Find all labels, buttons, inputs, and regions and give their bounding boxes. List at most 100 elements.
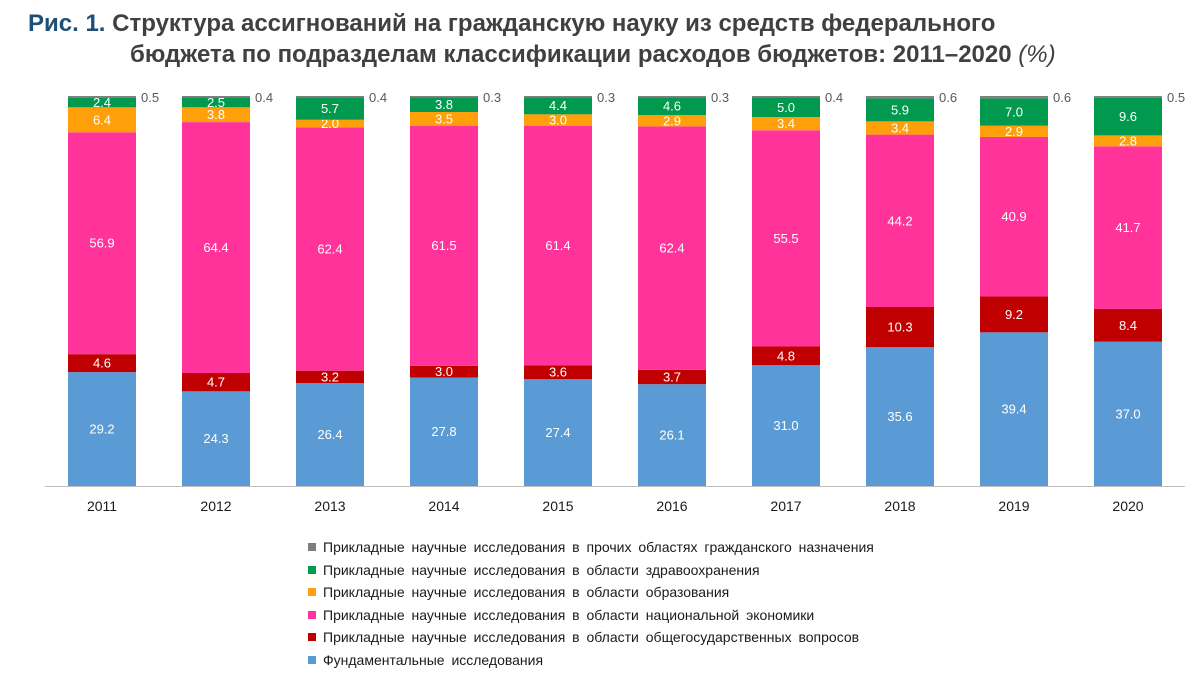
- data-label-2016-series-1: 26.1: [659, 428, 684, 443]
- bar-segment-2013-series-1: [296, 383, 364, 486]
- legend-item-4: Прикладные научные исследования в област…: [308, 604, 874, 627]
- data-label-2013-series-2: 3.2: [321, 369, 339, 384]
- bar-segment-2014-series-2: [410, 365, 478, 378]
- data-label-2011-series-2: 4.6: [93, 356, 111, 371]
- data-label-2013-series-3: 62.4: [317, 242, 342, 257]
- data-label-2020-series-1: 37.0: [1115, 406, 1140, 421]
- legend-swatch: [308, 610, 316, 619]
- bar-segment-2015-series-4: [524, 114, 592, 126]
- data-label-2017-series-4: 3.4: [777, 116, 795, 131]
- bar-segment-2017-series-5: [752, 97, 820, 118]
- bar-segment-2020-series-6: [1094, 96, 1162, 98]
- bar-segment-2016-series-6: [638, 96, 706, 98]
- data-label-2011-series-4: 6.4: [93, 112, 111, 127]
- data-label-2014-series-1: 27.8: [431, 424, 456, 439]
- bar-segment-2020-series-5: [1094, 97, 1162, 136]
- x-tick-label-2011: 2011: [87, 498, 117, 514]
- chart-legend: Прикладные научные исследования в прочих…: [308, 536, 874, 671]
- bar-segment-2016-series-2: [638, 369, 706, 385]
- bar-segment-2020-series-4: [1094, 135, 1162, 147]
- data-label-2018-series-3: 44.2: [887, 213, 912, 228]
- data-label-2013-series-1: 26.4: [317, 427, 342, 442]
- title-text-line-1: Структура ассигнований на гражданскую на…: [112, 10, 996, 37]
- data-label-2015-series-2: 3.6: [549, 365, 567, 380]
- data-label-2015-series-5: 4.4: [549, 98, 567, 113]
- bar-segment-2016-series-5: [638, 97, 706, 116]
- data-label-2019-series-1: 39.4: [1001, 402, 1026, 417]
- data-label-2018-series-2: 10.3: [887, 320, 912, 335]
- bar-segment-2014-series-5: [410, 97, 478, 113]
- data-label-2011-series-5: 2.4: [93, 95, 111, 110]
- bar-segment-2017-series-4: [752, 117, 820, 131]
- data-label-2018-series-4: 3.4: [891, 120, 909, 135]
- data-label-2018-series-5: 5.9: [891, 102, 909, 117]
- legend-item-3: Прикладные научные исследования в област…: [308, 581, 874, 604]
- data-label-2014-series-5: 3.8: [435, 97, 453, 112]
- x-tick-label-2012: 2012: [200, 498, 231, 514]
- data-label-2013-series-6: 0.4: [369, 90, 387, 105]
- bar-segment-2018-series-4: [866, 121, 934, 135]
- bar-segment-2017-series-3: [752, 130, 820, 347]
- bar-segment-2017-series-1: [752, 365, 820, 486]
- data-label-2015-series-6: 0.3: [597, 90, 615, 105]
- legend-label: Прикладные научные исследования в област…: [323, 561, 760, 578]
- data-label-2014-series-4: 3.5: [435, 111, 453, 126]
- data-label-2020-series-2: 8.4: [1119, 318, 1137, 333]
- bar-segment-2014-series-3: [410, 125, 478, 366]
- bar-segment-2018-series-3: [866, 134, 934, 307]
- bar-segment-2012-series-2: [182, 373, 250, 392]
- x-tick-label-2017: 2017: [770, 498, 801, 514]
- data-label-2011-series-6: 0.5: [141, 90, 159, 105]
- bar-segment-2011-series-3: [68, 132, 136, 355]
- bar-segment-2019-series-4: [980, 125, 1048, 137]
- bar-segment-2020-series-1: [1094, 341, 1162, 486]
- legend-label: Прикладные научные исследования в област…: [323, 584, 730, 601]
- bar-segment-2013-series-5: [296, 97, 364, 120]
- bar-segment-2011-series-1: [68, 372, 136, 486]
- data-label-2012-series-2: 4.7: [207, 375, 225, 390]
- data-label-2016-series-5: 4.6: [663, 99, 681, 114]
- data-label-2018-series-6: 0.6: [939, 90, 957, 105]
- legend-swatch: [308, 565, 316, 574]
- legend-swatch: [308, 543, 316, 552]
- bar-segment-2018-series-6: [866, 96, 934, 99]
- bar-segment-2012-series-1: [182, 391, 250, 486]
- bar-segment-2013-series-6: [296, 96, 364, 98]
- title-line-2: бюджета по подразделам классификации рас…: [28, 39, 1188, 70]
- data-label-2018-series-1: 35.6: [887, 409, 912, 424]
- bar-segment-2011-series-2: [68, 354, 136, 373]
- data-label-2017-series-5: 5.0: [777, 100, 795, 115]
- bar-segment-2020-series-2: [1094, 308, 1162, 342]
- data-label-2012-series-6: 0.4: [255, 90, 273, 105]
- bar-segment-2015-series-2: [524, 365, 592, 380]
- data-label-2013-series-5: 5.7: [321, 101, 339, 116]
- bar-segment-2013-series-3: [296, 127, 364, 371]
- title-unit: (%): [1018, 41, 1056, 68]
- data-label-2019-series-4: 2.9: [1005, 124, 1023, 139]
- bar-segment-2019-series-2: [980, 296, 1048, 333]
- legend-item-2: Прикладные научные исследования в област…: [308, 559, 874, 582]
- legend-item-6: Фундаментальные исследования: [308, 649, 874, 672]
- bar-segment-2015-series-5: [524, 97, 592, 115]
- bar-segment-2015-series-1: [524, 379, 592, 486]
- x-tick-label-2020: 2020: [1112, 498, 1143, 514]
- legend-item-1: Прикладные научные исследования в прочих…: [308, 536, 874, 559]
- legend-swatch: [308, 588, 316, 597]
- data-label-2019-series-3: 40.9: [1001, 209, 1026, 224]
- x-tick-label-2016: 2016: [656, 498, 687, 514]
- data-label-2017-series-1: 31.0: [773, 418, 798, 433]
- data-label-2014-series-2: 3.0: [435, 364, 453, 379]
- bar-segment-2013-series-4: [296, 119, 364, 128]
- data-label-2020-series-3: 41.7: [1115, 220, 1140, 235]
- bar-segment-2014-series-6: [410, 96, 478, 98]
- figure-label: Рис. 1.: [28, 10, 106, 37]
- data-label-2015-series-3: 61.4: [545, 238, 570, 253]
- legend-label: Прикладные научные исследования в област…: [323, 606, 815, 623]
- x-tick-label-2014: 2014: [428, 498, 459, 514]
- title-text-line-2: бюджета по подразделам классификации рас…: [130, 41, 1012, 68]
- data-label-2013-series-4: 2.0: [321, 116, 339, 131]
- data-label-2017-series-6: 0.4: [825, 90, 843, 105]
- stacked-bar-chart: 29.24.656.96.42.4 0.5201124.34.764.43.82.…: [45, 90, 1185, 514]
- data-label-2019-series-5: 7.0: [1005, 104, 1023, 119]
- x-tick-label-2019: 2019: [998, 498, 1029, 514]
